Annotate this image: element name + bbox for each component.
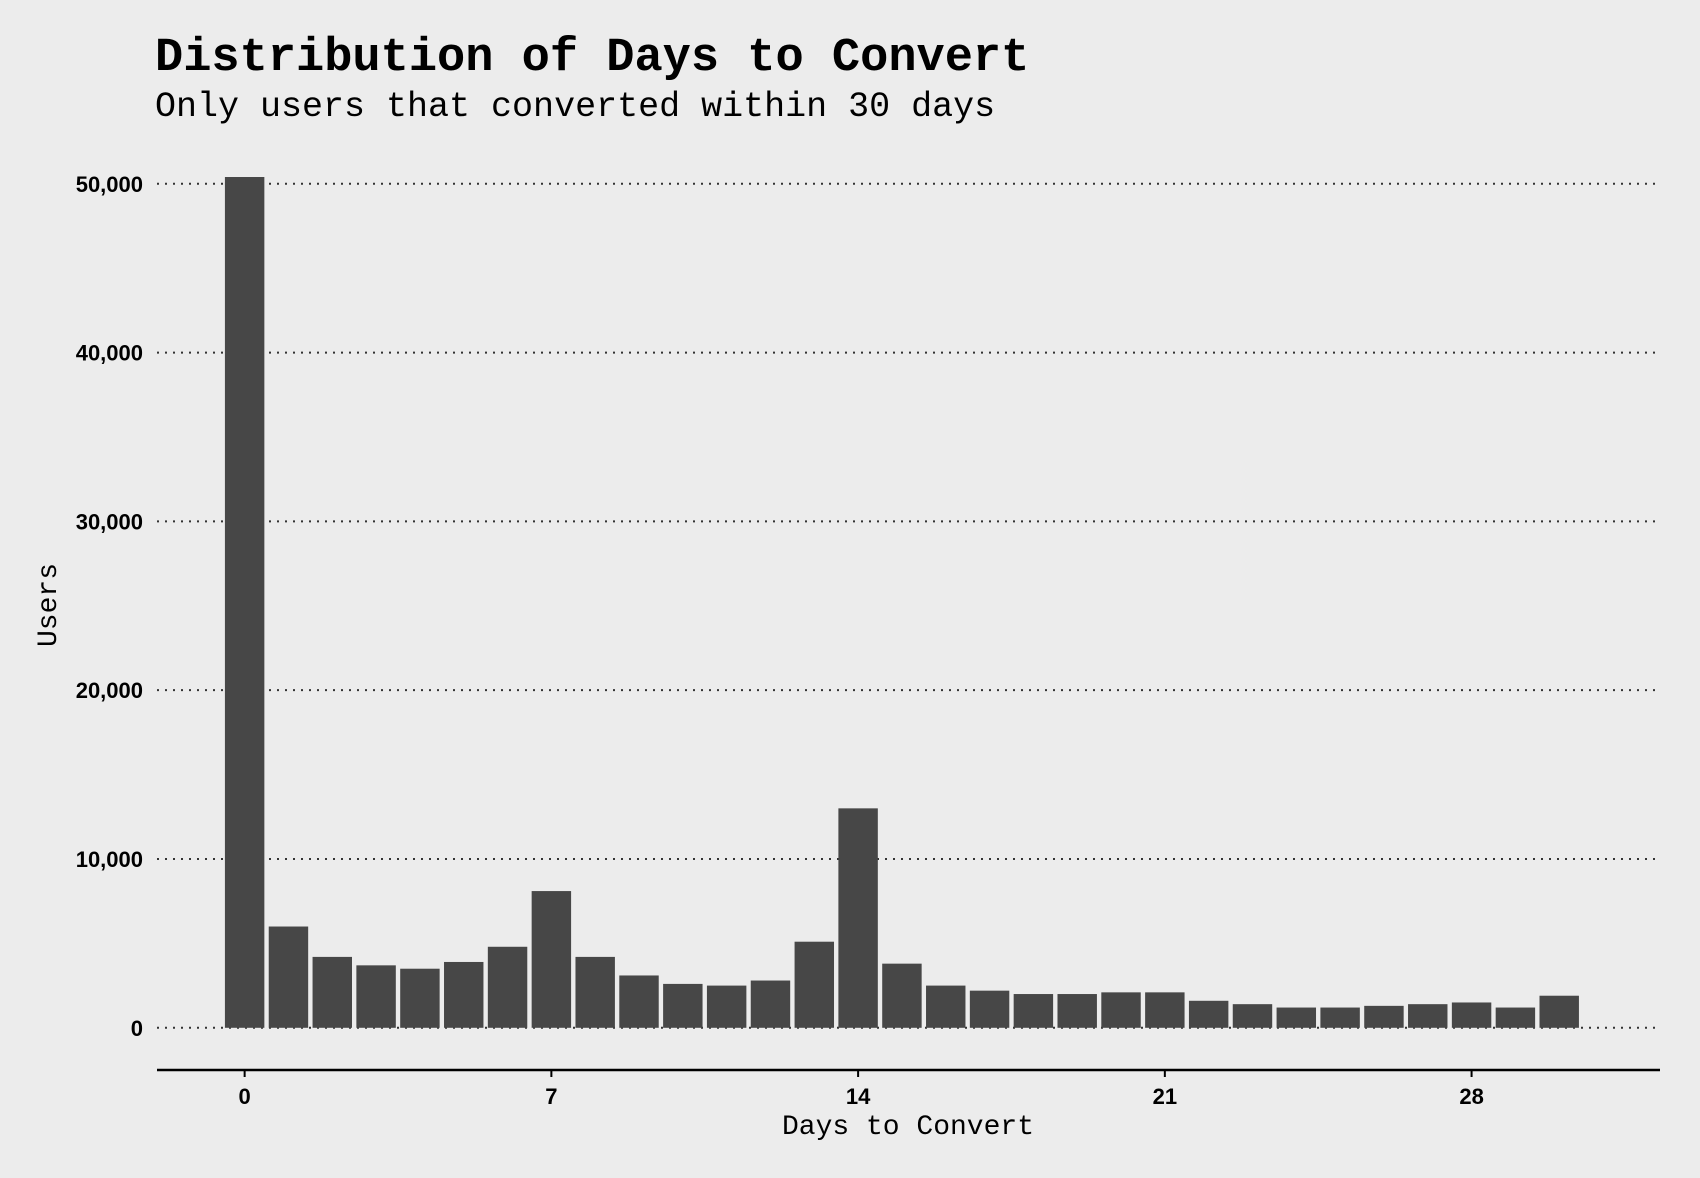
x-tick-label: 7 — [545, 1084, 557, 1109]
bar — [882, 963, 922, 1028]
x-tick-label: 21 — [1153, 1084, 1177, 1109]
y-tick-label: 40,000 — [76, 341, 143, 366]
y-axis-label: Users — [34, 563, 65, 647]
x-tick-label: 28 — [1459, 1084, 1483, 1109]
bar — [1364, 1005, 1404, 1028]
bar — [575, 956, 615, 1028]
bar — [1408, 1004, 1448, 1028]
y-tick-label: 0 — [131, 1016, 143, 1041]
chart-title: Distribution of Days to Convert — [155, 32, 1029, 85]
bar — [444, 961, 484, 1028]
bar — [969, 990, 1010, 1028]
bar — [531, 891, 572, 1028]
gridlines — [157, 182, 1660, 1029]
bar — [1276, 1007, 1317, 1028]
bar — [1320, 1007, 1360, 1028]
bar — [1495, 1007, 1536, 1028]
bar — [1057, 994, 1097, 1028]
y-tick-label: 50,000 — [76, 172, 143, 197]
bar — [312, 956, 352, 1028]
x-tick-label: 14 — [846, 1084, 871, 1109]
bar — [1539, 995, 1579, 1028]
bar — [400, 968, 440, 1028]
y-tick-label: 10,000 — [76, 847, 143, 872]
bar — [619, 975, 659, 1028]
bars — [224, 177, 1579, 1028]
bar — [706, 985, 747, 1028]
bar — [1145, 992, 1185, 1028]
x-axis-ticks: 0 7 14 21 28 — [239, 1070, 1484, 1109]
bar — [1188, 1000, 1229, 1028]
bar — [663, 983, 703, 1028]
bar — [224, 177, 265, 1028]
x-axis-label: Days to Convert — [782, 1112, 1034, 1143]
bar — [356, 965, 396, 1028]
bar — [750, 980, 791, 1028]
y-tick-label: 30,000 — [76, 509, 143, 534]
x-tick-label: 0 — [239, 1084, 251, 1109]
bar — [1451, 1002, 1492, 1028]
bar — [1232, 1004, 1273, 1028]
y-axis-tick-labels: 0 10,000 20,000 30,000 40,000 50,000 — [76, 172, 143, 1041]
y-tick-label: 20,000 — [76, 678, 143, 703]
bar — [794, 941, 835, 1028]
bar — [1013, 994, 1054, 1028]
chart-subtitle: Only users that converted within 30 days — [155, 87, 995, 127]
bar — [487, 946, 528, 1028]
bar — [838, 808, 878, 1028]
bar — [1101, 992, 1141, 1028]
bar — [268, 926, 309, 1028]
bar — [926, 985, 966, 1028]
